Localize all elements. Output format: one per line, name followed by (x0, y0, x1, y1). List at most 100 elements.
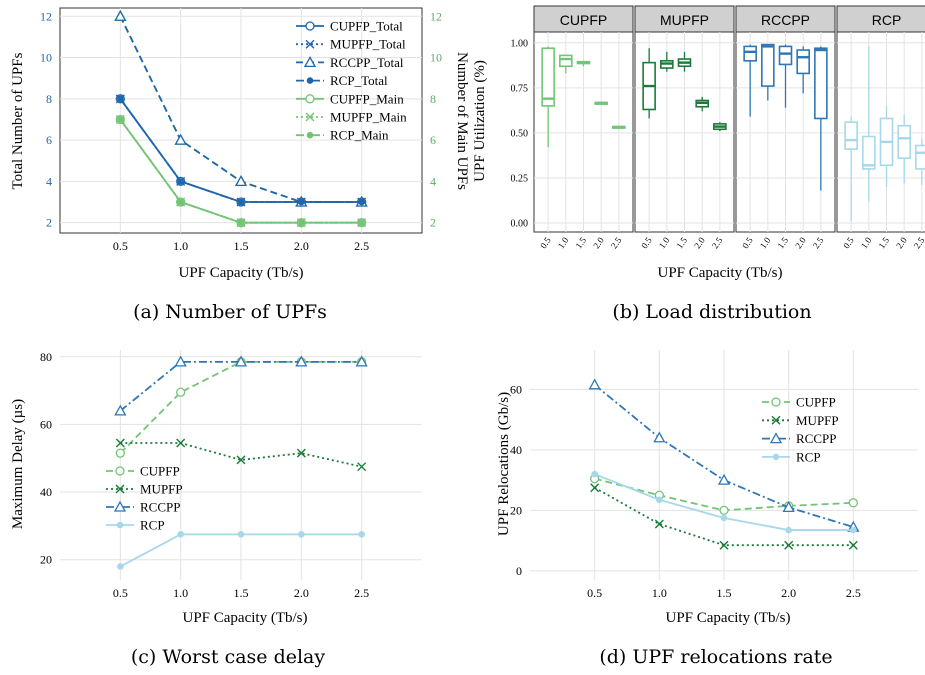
y-tick-label: 1.00 (511, 38, 529, 49)
box-iqr (862, 135, 876, 170)
y-tick-label: 0.50 (511, 128, 529, 139)
x-tick-label: 2.5 (912, 235, 925, 250)
legend-marker (306, 77, 314, 84)
series-rcp-point (358, 531, 365, 538)
series-rcp-total-point (117, 95, 124, 103)
series-rcp-main-point (177, 198, 184, 206)
series-rcp-point (656, 496, 663, 504)
series-cupfp-point (176, 387, 186, 397)
series-mupfp-point (719, 540, 729, 550)
legend-label: CUPFP (796, 395, 836, 410)
series-mupfp-point (115, 438, 125, 448)
x-tick-label: 1.0 (173, 586, 188, 600)
series-mupfp-point (784, 540, 794, 550)
y2-tick-label: 10 (430, 51, 442, 65)
y-tick-label: 10 (40, 51, 52, 65)
series-rcp-point (237, 531, 245, 538)
series-cupfp-point (115, 448, 125, 458)
y2-tick-label: 12 (430, 9, 442, 23)
series-rcp-point (591, 470, 598, 478)
box-iqr (761, 43, 775, 87)
series-rccpp-point (174, 355, 187, 367)
x-tick-label: 2.0 (793, 235, 808, 250)
y2-tick-label: 8 (430, 92, 436, 106)
facet-strip (735, 5, 836, 33)
box (761, 43, 775, 101)
box-iqr (796, 49, 810, 75)
series-rcp-main-point (358, 219, 365, 226)
legend-marker (771, 415, 781, 425)
series-rccpp-point (782, 501, 795, 513)
legend-marker (305, 112, 315, 122)
series-rccpp-total-point (174, 133, 187, 145)
series-rccpp-point (717, 473, 731, 485)
y-tick-label: 12 (40, 9, 52, 23)
facet-mupfp: MUPFP 0.5 1.0 1.5 2.0 2.5 (634, 5, 735, 250)
y2-tick-label: 6 (430, 133, 436, 147)
box (915, 138, 925, 186)
series-rccpp-total-point (234, 175, 248, 187)
x-tick-label: 1.5 (717, 586, 732, 600)
series-rccpp-line (119, 360, 362, 412)
x-tick-label: 2.5 (846, 586, 861, 600)
legend-marker (116, 521, 124, 529)
legend-label: MUPFP_Total (330, 37, 406, 52)
legend-label: RCP_Total (330, 73, 388, 88)
x-tick-label: 0.5 (639, 235, 654, 250)
facet-title: CUPFP (560, 12, 607, 28)
y-tick-label: 80 (40, 350, 52, 364)
series-cupfp-line (119, 360, 362, 454)
facet-cupfp: CUPFP 0.5 1.0 1.5 2.0 2.5 (533, 5, 634, 250)
x-tick-label: 1.0 (652, 586, 667, 600)
box-iqr (743, 45, 757, 62)
y-tick-label: 20 (40, 553, 52, 567)
series-rcp-point (298, 531, 305, 538)
legend-marker (113, 500, 127, 512)
y2-tick-label: 4 (430, 174, 436, 188)
xlabel-c: UPF Capacity (Tb/s) (183, 610, 308, 626)
series-mupfp-line (120, 442, 362, 468)
series-rccpp-point (114, 404, 127, 416)
box (814, 46, 828, 191)
facet-title: RCP (872, 12, 902, 28)
caption-c: (c) Worst case delay (131, 646, 326, 668)
legend-marker (772, 453, 780, 461)
box (862, 46, 876, 202)
x-tick-label: 2.5 (811, 235, 826, 250)
legend-label: RCCPP_Total (330, 55, 404, 70)
box (879, 105, 894, 187)
box (559, 54, 573, 74)
box (713, 122, 727, 132)
legend-label: MUPFP_Main (330, 110, 407, 125)
x-tick-label: 1.0 (556, 235, 571, 250)
legend-marker (305, 94, 315, 104)
series-rcp-main-point (298, 219, 305, 226)
y-tick-label: 0.25 (511, 173, 529, 184)
xlabel-d: UPF Capacity (Tb/s) (666, 610, 791, 626)
y-tick-label: 8 (46, 92, 52, 106)
series-rcp-point (117, 563, 124, 570)
legend-marker (303, 56, 317, 68)
x-tick-label: 1.5 (573, 235, 588, 250)
caption-a: (a) Number of UPFs (133, 301, 327, 323)
legend-label: MUPFP (796, 413, 839, 428)
x-tick-label: 0.5 (113, 586, 128, 600)
facet-title: RCCPP (761, 12, 810, 28)
y-tick-label: 60 (510, 382, 522, 396)
x-tick-label: 1.0 (657, 235, 672, 250)
x-tick-label: 2.0 (781, 586, 796, 600)
legend-label: RCP_Main (330, 128, 389, 143)
series-rccpp-total-point (114, 9, 127, 21)
series-mupfp-point (654, 519, 664, 529)
x-tick-label: 1.0 (859, 235, 874, 250)
y-tick-label: 20 (510, 503, 522, 517)
caption-d: (d) UPF relocations rate (599, 646, 832, 668)
series-rcp-point (177, 531, 184, 538)
box (778, 44, 793, 108)
box (660, 51, 674, 72)
series-rcp-point (850, 526, 857, 534)
ylabel-c: Maximum Delay (µs) (10, 399, 26, 529)
ylabel2-a: Number of Main UPFs (454, 52, 470, 190)
facet-rccpp: RCCPP 0.5 1.0 1.5 2.0 2.5 (735, 5, 836, 250)
facet-rcp: RCP 0.5 1.0 1.5 2.0 2.5 (836, 5, 925, 250)
